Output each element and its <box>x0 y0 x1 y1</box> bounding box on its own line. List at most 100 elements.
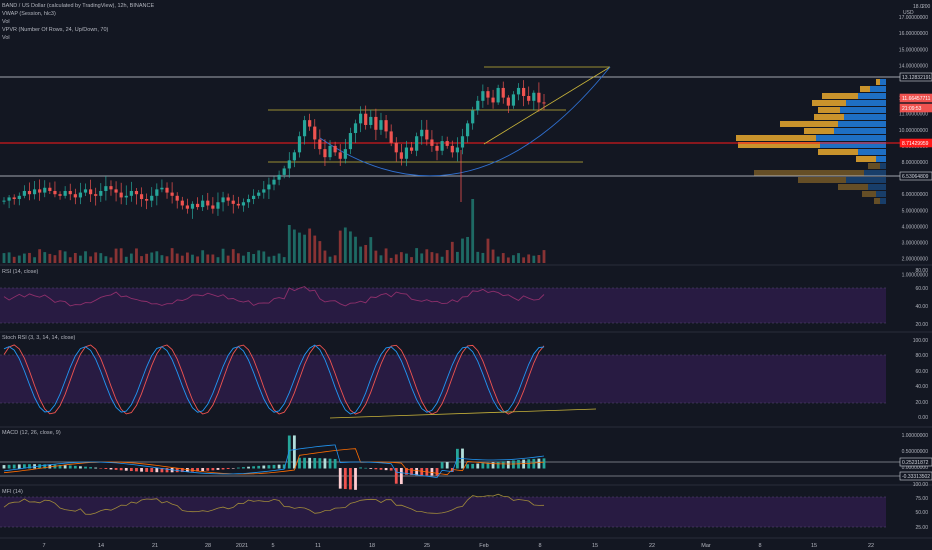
macd-histogram-bar <box>221 468 225 470</box>
volume-bar <box>257 250 261 263</box>
macd-histogram-bar <box>12 464 16 469</box>
candle-body <box>338 152 342 159</box>
candle-body <box>63 190 67 196</box>
mfi-line <box>3 493 545 515</box>
candle-body <box>471 110 475 124</box>
price-tick-label: 6.00000000 <box>902 192 929 198</box>
candle-body <box>511 94 516 106</box>
volume-bar <box>379 255 383 263</box>
volume-bar <box>481 252 485 263</box>
time-axis-label: 15 <box>592 543 598 549</box>
macd-histogram-bar <box>369 468 373 469</box>
volume-bar <box>389 257 393 263</box>
volume-bar <box>486 238 490 263</box>
vpvr-up-bar <box>876 191 886 197</box>
volume-bar <box>175 253 179 263</box>
macd-histogram-bar <box>94 467 98 469</box>
macd-histogram-bar <box>542 458 546 469</box>
time-axis-label: 25 <box>424 543 430 549</box>
candle-body <box>94 194 98 196</box>
macd-axis-label-box <box>899 457 932 467</box>
macd-tick-label: 0.00000000 <box>902 465 929 471</box>
macd-histogram-bar <box>236 467 240 469</box>
macd-histogram-bar <box>119 468 123 471</box>
vpvr-down-bar <box>754 170 864 176</box>
time-axis-label: 22 <box>649 543 655 549</box>
macd-histogram-bar <box>435 468 439 476</box>
candle-body <box>333 145 337 153</box>
volume-bar <box>206 254 210 263</box>
candle-body <box>262 189 266 193</box>
vpvr-up-bar <box>864 170 886 176</box>
stoch-tick-label: 100.00 <box>913 338 929 344</box>
candle-body <box>124 195 128 198</box>
volume-bar <box>28 252 31 263</box>
candle-body <box>145 199 149 201</box>
candle-body <box>348 133 353 150</box>
candle-body <box>139 194 144 200</box>
rsi-tick-label: 20.00 <box>915 322 928 328</box>
macd-tick-label: 0.50000000 <box>902 449 929 455</box>
volume-bar <box>394 254 398 263</box>
volume-bar <box>343 227 347 263</box>
candle-body <box>430 139 434 146</box>
candle-body <box>73 194 77 198</box>
volume-bar <box>282 257 286 263</box>
mfi-tick-label: 100.00 <box>913 482 929 488</box>
candle-body <box>272 179 276 185</box>
volume-bar <box>119 248 123 263</box>
volume-bar <box>170 248 174 263</box>
vpvr-up-bar <box>858 93 886 99</box>
candle-body <box>440 141 444 151</box>
vpvr-up-bar <box>816 135 886 141</box>
volume-bar <box>435 253 439 263</box>
stoch-d-line <box>3 344 545 415</box>
volume-bar <box>216 257 220 263</box>
candle-body <box>353 123 358 134</box>
macd-histogram-bar <box>430 468 434 476</box>
vpvr-up-bar <box>880 163 886 169</box>
rounding-bottom-curve <box>319 66 611 177</box>
vpvr-up-bar <box>876 156 886 162</box>
candle-body <box>302 120 307 137</box>
mfi-legend: MFI (14) <box>2 489 23 495</box>
volume-bar <box>104 256 108 263</box>
candle-body <box>99 190 103 196</box>
macd-histogram-bar <box>242 467 245 469</box>
candle-body <box>516 87 521 95</box>
price-tick-label: 3.00000000 <box>902 241 929 247</box>
macd-axis-label: -0.33313502 <box>902 474 930 480</box>
price-tick-label: 5.00000000 <box>902 208 929 214</box>
volume-bar <box>38 249 42 263</box>
time-axis-label: 22 <box>868 543 874 549</box>
candle-body <box>537 92 541 103</box>
volume-bar <box>532 255 536 263</box>
vpvr-up-bar <box>880 79 886 85</box>
mfi-tick-label: 75.00 <box>915 496 928 502</box>
candle-body <box>374 116 378 130</box>
volume-bar <box>160 255 164 263</box>
volume-bar <box>471 199 475 263</box>
volume-bar <box>89 256 93 263</box>
macd-histogram-bar <box>160 468 164 473</box>
candle-body <box>2 200 6 202</box>
volume-bar <box>196 256 199 263</box>
macd-histogram-bar <box>63 465 67 469</box>
candle-body <box>328 145 332 158</box>
candle-body <box>241 202 246 206</box>
macd-histogram-bar <box>211 468 215 471</box>
candle-body <box>394 142 398 153</box>
macd-histogram-bar <box>292 435 296 469</box>
volume-bar <box>364 244 368 263</box>
time-axis-label: 14 <box>98 543 104 549</box>
vpvr-down-bar <box>874 198 880 204</box>
vpvr-down-bar <box>736 135 816 141</box>
volume-bar <box>333 255 337 263</box>
macd-histogram-bar <box>359 467 363 469</box>
stoch-trend-line <box>329 408 597 419</box>
macd-histogram-bar <box>145 468 149 472</box>
time-axis-label: 7 <box>42 543 45 549</box>
volume-bar <box>135 248 138 263</box>
vpvr-up-bar <box>844 114 886 120</box>
